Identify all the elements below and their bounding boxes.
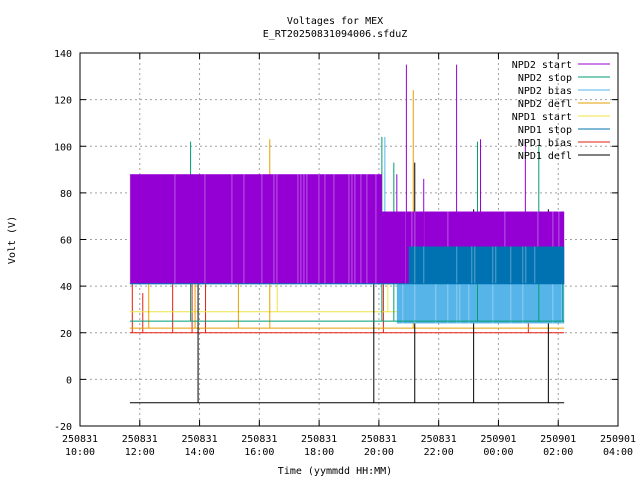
x-tick-time: 14:00 <box>185 447 215 458</box>
legend-label: NPD2 start <box>512 60 572 71</box>
chart-subtitle: E_RT20250831094006.sfduZ <box>263 29 408 40</box>
y-tick-label: 80 <box>60 189 72 200</box>
series-band <box>396 283 565 324</box>
x-tick-date: 250831 <box>361 434 397 445</box>
x-tick-time: 12:00 <box>125 447 155 458</box>
chart-title: Voltages for MEX <box>287 16 383 27</box>
y-tick-label: 0 <box>66 375 72 386</box>
x-tick-date: 250901 <box>480 434 516 445</box>
series-band <box>129 174 382 284</box>
series-band <box>408 246 565 284</box>
y-tick-label: 140 <box>54 49 72 60</box>
series-npd1-stop <box>129 246 565 285</box>
x-tick-date: 250831 <box>301 434 337 445</box>
y-tick-label: 60 <box>60 236 72 247</box>
x-tick-time: 18:00 <box>304 447 334 458</box>
legend-label: NPD2 stop <box>518 73 572 84</box>
x-tick-time: 22:00 <box>424 447 454 458</box>
legend-label: NPD2 defl <box>518 99 572 110</box>
series-npd2-bias <box>129 136 565 324</box>
x-tick-date: 250831 <box>421 434 457 445</box>
x-tick-time: 10:00 <box>65 447 95 458</box>
data-layer <box>129 64 565 404</box>
x-tick-date: 250831 <box>62 434 98 445</box>
legend-label: NPD1 start <box>512 112 572 123</box>
y-axis-label: Volt (V) <box>7 216 18 264</box>
x-axis-label: Time (yymmdd HH:MM) <box>278 466 392 477</box>
x-axis-ticks: 250831 10:00 250831 12:00 250831 14:00 250831 1… <box>62 53 636 458</box>
x-tick-date: 250831 <box>241 434 277 445</box>
y-tick-label: 100 <box>54 142 72 153</box>
legend-label: NPD1 defl <box>518 151 572 162</box>
x-tick-date: 250831 <box>181 434 217 445</box>
x-tick-time: 04:00 <box>603 447 633 458</box>
y-tick-label: 40 <box>60 282 72 293</box>
legend: NPD2 start NPD2 stop NPD2 bias NPD2 defl NPD… <box>512 60 610 162</box>
x-tick-time: 00:00 <box>483 447 513 458</box>
x-tick-date: 250831 <box>122 434 158 445</box>
y-tick-label: 120 <box>54 96 72 107</box>
legend-label: NPD1 bias <box>518 138 572 149</box>
x-tick-time: 16:00 <box>244 447 274 458</box>
x-tick-date: 250901 <box>600 434 636 445</box>
y-tick-label: -20 <box>54 422 72 433</box>
legend-label: NPD1 stop <box>518 125 572 136</box>
x-tick-time: 20:00 <box>364 447 394 458</box>
x-tick-date: 250901 <box>540 434 576 445</box>
legend-label: NPD2 bias <box>518 86 572 97</box>
y-tick-label: 20 <box>60 329 72 340</box>
x-tick-time: 02:00 <box>543 447 573 458</box>
y-axis-ticks: -20 0 20 40 60 80 100 120 140 <box>54 49 618 433</box>
